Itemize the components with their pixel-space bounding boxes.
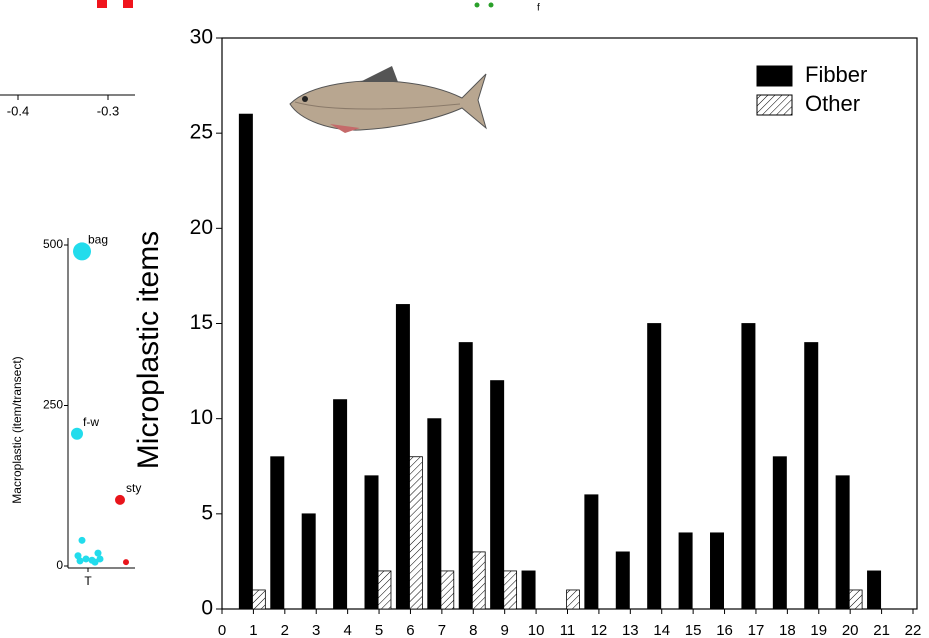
point [94, 549, 102, 557]
bar [471, 551, 486, 610]
y-tick-label: 15 [190, 311, 213, 334]
point-label: bag [88, 233, 108, 247]
point [96, 555, 104, 563]
x-tick-label: -0.3 [97, 103, 119, 118]
legend-label: Other [805, 91, 860, 116]
bar [678, 532, 693, 610]
x-tick-label: 3 [312, 622, 320, 638]
x-tick-label: 19 [810, 622, 827, 638]
bar [647, 323, 662, 610]
x-tick-label: 4 [343, 622, 351, 638]
x-tick-label: 20 [842, 622, 859, 638]
x-tick-label: 21 [873, 622, 890, 638]
x-tick-label: 11 [560, 622, 576, 638]
bar [364, 475, 379, 610]
bar [427, 418, 442, 610]
bar [333, 399, 348, 610]
y-tick-label: 500 [43, 237, 63, 251]
y-tick-label: 10 [190, 406, 213, 429]
bar [458, 342, 473, 610]
bar [741, 323, 756, 610]
bar [440, 570, 455, 610]
x-tick-label: 14 [653, 622, 670, 638]
x-tick-label: 12 [591, 622, 608, 638]
cropped-mark [97, 0, 107, 8]
y-tick-label: 5 [201, 501, 213, 524]
bar [804, 342, 819, 610]
bar [409, 456, 423, 610]
point [76, 557, 84, 565]
cropped-annotation: f [537, 3, 540, 14]
bar [301, 513, 316, 610]
x-tick-label: 1 [249, 622, 257, 638]
bar [584, 494, 599, 610]
legend-swatch [756, 65, 793, 87]
bar [772, 456, 787, 610]
bar [615, 551, 630, 610]
point [71, 427, 83, 440]
legend-label: Fibber [805, 62, 867, 87]
bar [867, 570, 882, 610]
x-tick-label: 13 [622, 622, 639, 638]
x-tick-label: 9 [501, 622, 509, 638]
point-label: f-w [83, 415, 99, 429]
y-tick-label: 25 [190, 121, 213, 144]
bar [835, 475, 850, 610]
bar [270, 456, 285, 610]
x-tick-label: 17 [748, 622, 765, 638]
y-axis-title: Microplastic items [132, 231, 165, 469]
x-tick-label: 8 [469, 622, 477, 638]
bar [395, 304, 410, 610]
x-tick-label: 0 [218, 622, 226, 638]
point [115, 494, 125, 505]
cropped-mark [123, 0, 133, 8]
x-tick-label: 6 [406, 622, 414, 638]
bar [377, 570, 392, 610]
cropped-dot [474, 2, 480, 8]
point-label: sty [126, 481, 141, 495]
y-tick-label: 0 [201, 597, 213, 620]
x-tick-label: 16 [716, 622, 733, 638]
bar [490, 380, 505, 610]
y-tick-label: 20 [190, 216, 213, 239]
cropped-dot [488, 2, 494, 8]
point [82, 555, 90, 563]
bar [521, 570, 536, 610]
bar [848, 589, 863, 610]
x-tick-label: T [84, 574, 92, 588]
x-tick-label: 7 [438, 622, 446, 638]
bar [238, 113, 253, 610]
bar [566, 589, 580, 610]
x-tick-label: 2 [281, 622, 289, 638]
x-tick-label: 22 [905, 622, 922, 638]
y-tick-label: 0 [56, 558, 63, 572]
y-axis-title: Macroplastic (item/transect) [10, 356, 24, 503]
point [91, 558, 99, 566]
x-tick-label: 15 [685, 622, 702, 638]
x-tick-label: -0.4 [7, 103, 29, 118]
point [78, 536, 86, 544]
point [123, 559, 129, 566]
legend-swatch [756, 94, 793, 116]
x-tick-label: 18 [779, 622, 796, 638]
bar [710, 532, 725, 610]
bar [503, 570, 518, 610]
point [73, 242, 91, 261]
x-tick-label: 10 [528, 622, 545, 638]
y-tick-label: 250 [43, 398, 63, 412]
fish-illustration [289, 66, 487, 133]
x-tick-label: 5 [375, 622, 383, 638]
bar [252, 589, 266, 610]
y-tick-label: 30 [190, 26, 213, 49]
